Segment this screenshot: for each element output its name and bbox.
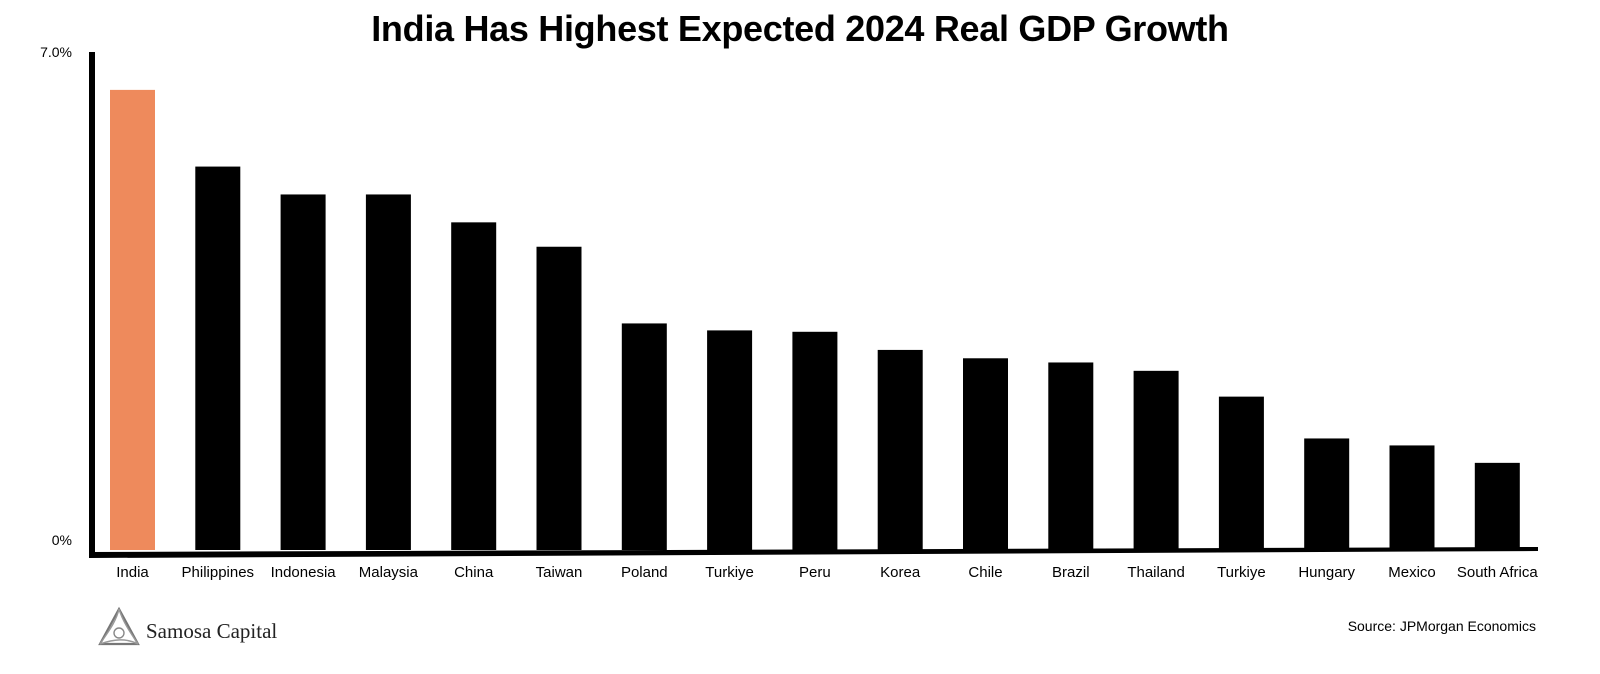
bar-south-africa — [1474, 462, 1520, 550]
bar-turkiye — [1218, 396, 1264, 550]
bar-chart: India Philippines Indonesia Malaysia China Ta… — [40, 44, 1538, 581]
category-label: Peru — [799, 564, 831, 581]
bar-taiwan — [536, 246, 582, 550]
category-label: Hungary — [1298, 564, 1355, 581]
bar-korea — [877, 349, 923, 550]
category-label: India — [116, 564, 149, 581]
bar-turkiye — [707, 330, 753, 550]
bars-group — [110, 89, 1520, 551]
y-axis — [89, 52, 95, 556]
bar-poland — [621, 323, 667, 550]
logo-text: Samosa Capital — [146, 619, 278, 643]
category-label: Poland — [621, 564, 668, 581]
bar-chile — [963, 358, 1008, 550]
bar-china — [451, 222, 497, 551]
bar-brazil — [1048, 362, 1094, 550]
category-label: Taiwan — [536, 564, 583, 581]
category-label: Mexico — [1388, 564, 1436, 581]
category-label: Thailand — [1127, 564, 1185, 581]
bar-indonesia — [280, 194, 326, 550]
category-label: Brazil — [1052, 564, 1090, 581]
y-tick-label: 0% — [52, 532, 72, 548]
category-label: Philippines — [182, 564, 255, 581]
category-label: Malaysia — [359, 564, 419, 581]
y-tick-label: 7.0% — [40, 44, 72, 60]
category-label: China — [454, 564, 494, 581]
x-axis — [89, 547, 1538, 558]
bar-thailand — [1133, 370, 1179, 550]
bar-hungary — [1304, 438, 1350, 550]
category-label: South Africa — [1457, 564, 1539, 581]
category-label: Korea — [880, 564, 921, 581]
category-labels-group: India Philippines Indonesia Malaysia China Ta… — [116, 564, 1538, 581]
source-note: Source: JPMorgan Economics — [1347, 618, 1536, 634]
bar-malaysia — [365, 194, 411, 550]
y-tick-labels-group: 0% 7.0% — [40, 44, 72, 548]
bar-philippines — [195, 166, 241, 551]
samosa-triangle-logo-icon — [98, 606, 140, 646]
bar-mexico — [1389, 445, 1435, 550]
category-label: Turkiye — [1217, 564, 1266, 581]
chart-title: India Has Highest Expected 2024 Real GDP… — [371, 8, 1229, 49]
category-label: Turkiye — [705, 564, 754, 581]
category-label: Indonesia — [271, 564, 337, 581]
category-label: Chile — [968, 564, 1002, 581]
bar-peru — [792, 331, 838, 550]
samosa-capital-logo: Samosa Capital — [96, 604, 286, 654]
bar-india — [110, 89, 155, 550]
